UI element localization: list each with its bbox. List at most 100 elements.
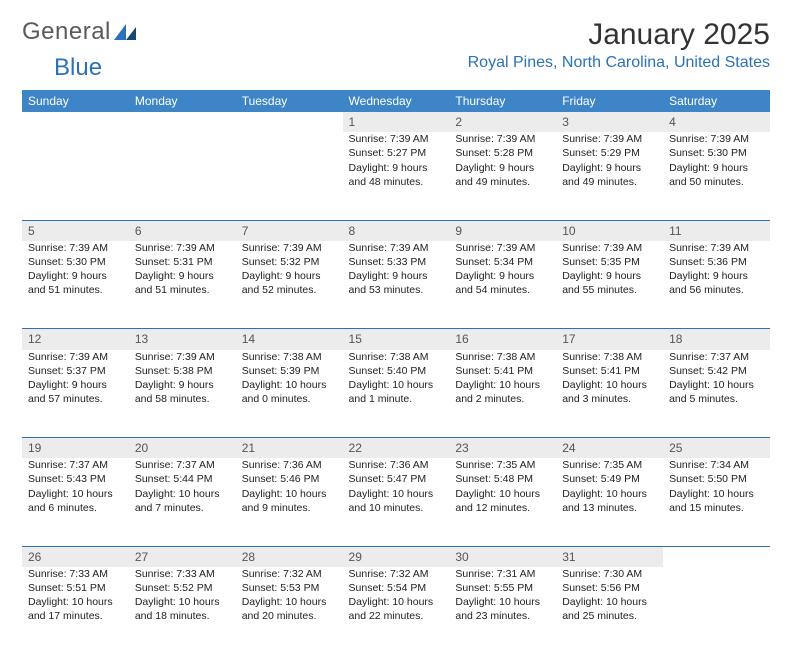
sunset-line: Sunset: 5:39 PM (242, 364, 337, 378)
sunset-line: Sunset: 5:37 PM (28, 364, 123, 378)
daylight-line: Daylight: 9 hours and 54 minutes. (455, 269, 550, 297)
day-number-cell: 26 (22, 546, 129, 567)
day-detail-cell: Sunrise: 7:32 AMSunset: 5:54 PMDaylight:… (343, 567, 450, 655)
daylight-line: Daylight: 10 hours and 23 minutes. (455, 595, 550, 623)
sunset-line: Sunset: 5:33 PM (349, 255, 444, 269)
day-detail-cell: Sunrise: 7:39 AMSunset: 5:37 PMDaylight:… (22, 350, 129, 438)
logo-triangle-icon (114, 24, 136, 40)
weekday-header: Friday (556, 90, 663, 112)
day-number-cell (22, 112, 129, 132)
sunset-line: Sunset: 5:30 PM (28, 255, 123, 269)
sunset-line: Sunset: 5:41 PM (562, 364, 657, 378)
day-number-cell: 31 (556, 546, 663, 567)
day-number-cell: 9 (449, 220, 556, 241)
day-number-cell: 21 (236, 438, 343, 459)
day-detail-cell: Sunrise: 7:39 AMSunset: 5:30 PMDaylight:… (663, 132, 770, 220)
day-detail-cell: Sunrise: 7:39 AMSunset: 5:30 PMDaylight:… (22, 241, 129, 329)
calendar-head: SundayMondayTuesdayWednesdayThursdayFrid… (22, 90, 770, 112)
day-detail-cell: Sunrise: 7:39 AMSunset: 5:29 PMDaylight:… (556, 132, 663, 220)
sunrise-line: Sunrise: 7:34 AM (669, 458, 764, 472)
sunrise-line: Sunrise: 7:39 AM (28, 241, 123, 255)
sunrise-line: Sunrise: 7:33 AM (135, 567, 230, 581)
sunrise-line: Sunrise: 7:37 AM (669, 350, 764, 364)
daylight-line: Daylight: 10 hours and 7 minutes. (135, 487, 230, 515)
day-number-cell: 28 (236, 546, 343, 567)
weekday-header: Sunday (22, 90, 129, 112)
sunrise-line: Sunrise: 7:39 AM (349, 241, 444, 255)
day-detail-cell: Sunrise: 7:30 AMSunset: 5:56 PMDaylight:… (556, 567, 663, 655)
weekday-header: Thursday (449, 90, 556, 112)
sunset-line: Sunset: 5:40 PM (349, 364, 444, 378)
day-detail-cell: Sunrise: 7:39 AMSunset: 5:33 PMDaylight:… (343, 241, 450, 329)
day-detail-cell: Sunrise: 7:39 AMSunset: 5:34 PMDaylight:… (449, 241, 556, 329)
sunset-line: Sunset: 5:54 PM (349, 581, 444, 595)
day-detail-cell: Sunrise: 7:33 AMSunset: 5:51 PMDaylight:… (22, 567, 129, 655)
day-number-cell: 8 (343, 220, 450, 241)
sunrise-line: Sunrise: 7:38 AM (455, 350, 550, 364)
logo: General (22, 18, 136, 46)
day-number-cell: 7 (236, 220, 343, 241)
daylight-line: Daylight: 10 hours and 10 minutes. (349, 487, 444, 515)
day-detail-row: Sunrise: 7:37 AMSunset: 5:43 PM Daylight:… (22, 458, 770, 546)
day-detail-cell: Sunrise: 7:39 AMSunset: 5:35 PMDaylight:… (556, 241, 663, 329)
day-detail-cell: Sunrise: 7:37 AMSunset: 5:42 PMDaylight:… (663, 350, 770, 438)
sunrise-line: Sunrise: 7:39 AM (455, 132, 550, 146)
day-number-cell (236, 112, 343, 132)
sunset-line: Sunset: 5:52 PM (135, 581, 230, 595)
daylight-line: Daylight: 10 hours and 20 minutes. (242, 595, 337, 623)
day-number-cell (663, 546, 770, 567)
daylight-line: Daylight: 9 hours and 49 minutes. (562, 161, 657, 189)
weekday-header: Wednesday (343, 90, 450, 112)
day-number-cell: 15 (343, 329, 450, 350)
sunset-line: Sunset: 5:53 PM (242, 581, 337, 595)
day-number-cell: 1 (343, 112, 450, 132)
daylight-line: Daylight: 9 hours and 52 minutes. (242, 269, 337, 297)
day-detail-cell: Sunrise: 7:38 AMSunset: 5:41 PMDaylight:… (556, 350, 663, 438)
sunrise-line: Sunrise: 7:39 AM (135, 350, 230, 364)
weekday-header: Tuesday (236, 90, 343, 112)
day-detail-cell: Sunrise: 7:36 AMSunset: 5:46 PMDaylight:… (236, 458, 343, 546)
day-number-cell: 20 (129, 438, 236, 459)
day-number-cell: 5 (22, 220, 129, 241)
day-detail-cell: Sunrise: 7:38 AMSunset: 5:39 PMDaylight:… (236, 350, 343, 438)
title-block: January 2025 Royal Pines, North Carolina… (468, 18, 770, 72)
daylight-line: Daylight: 10 hours and 1 minute. (349, 378, 444, 406)
day-number-cell: 6 (129, 220, 236, 241)
daylight-line: Daylight: 10 hours and 17 minutes. (28, 595, 123, 623)
sunset-line: Sunset: 5:50 PM (669, 472, 764, 486)
day-number-row: 19202122232425 (22, 438, 770, 459)
sunrise-line: Sunrise: 7:38 AM (349, 350, 444, 364)
daylight-line: Daylight: 10 hours and 9 minutes. (242, 487, 337, 515)
sunrise-line: Sunrise: 7:36 AM (349, 458, 444, 472)
sunset-line: Sunset: 5:43 PM (28, 472, 123, 486)
sunset-line: Sunset: 5:56 PM (562, 581, 657, 595)
day-detail-cell: Sunrise: 7:35 AMSunset: 5:49 PMDaylight:… (556, 458, 663, 546)
day-number-cell: 29 (343, 546, 450, 567)
day-detail-cell (129, 132, 236, 220)
day-number-cell: 17 (556, 329, 663, 350)
day-detail-cell: Sunrise: 7:38 AMSunset: 5:40 PMDaylight:… (343, 350, 450, 438)
day-number-cell: 18 (663, 329, 770, 350)
day-detail-cell: Sunrise: 7:39 AMSunset: 5:28 PMDaylight:… (449, 132, 556, 220)
daylight-line: Daylight: 10 hours and 5 minutes. (669, 378, 764, 406)
sunrise-line: Sunrise: 7:38 AM (242, 350, 337, 364)
weekday-header: Saturday (663, 90, 770, 112)
month-title: January 2025 (468, 18, 770, 52)
sunset-line: Sunset: 5:30 PM (669, 146, 764, 160)
day-detail-cell: Sunrise: 7:33 AMSunset: 5:52 PMDaylight:… (129, 567, 236, 655)
sunset-line: Sunset: 5:49 PM (562, 472, 657, 486)
daylight-line: Daylight: 10 hours and 0 minutes. (242, 378, 337, 406)
sunrise-line: Sunrise: 7:37 AM (28, 458, 123, 472)
sunset-line: Sunset: 5:38 PM (135, 364, 230, 378)
day-number-cell: 22 (343, 438, 450, 459)
sunset-line: Sunset: 5:55 PM (455, 581, 550, 595)
day-detail-row: Sunrise: 7:39 AM Sunset: 5:37 PM Daylight:… (22, 350, 770, 438)
daylight-line: Daylight: 10 hours and 25 minutes. (562, 595, 657, 623)
day-number-row: 1234 (22, 112, 770, 132)
sunrise-line: Sunrise: 7:32 AM (242, 567, 337, 581)
daylight-line: Daylight: 10 hours and 12 minutes. (455, 487, 550, 515)
sunset-line: Sunset: 5:34 PM (455, 255, 550, 269)
sunrise-line: Sunrise: 7:39 AM (242, 241, 337, 255)
daylight-line: Daylight: 9 hours and 56 minutes. (669, 269, 764, 297)
calendar-table: SundayMondayTuesdayWednesdayThursdayFrid… (22, 90, 770, 655)
